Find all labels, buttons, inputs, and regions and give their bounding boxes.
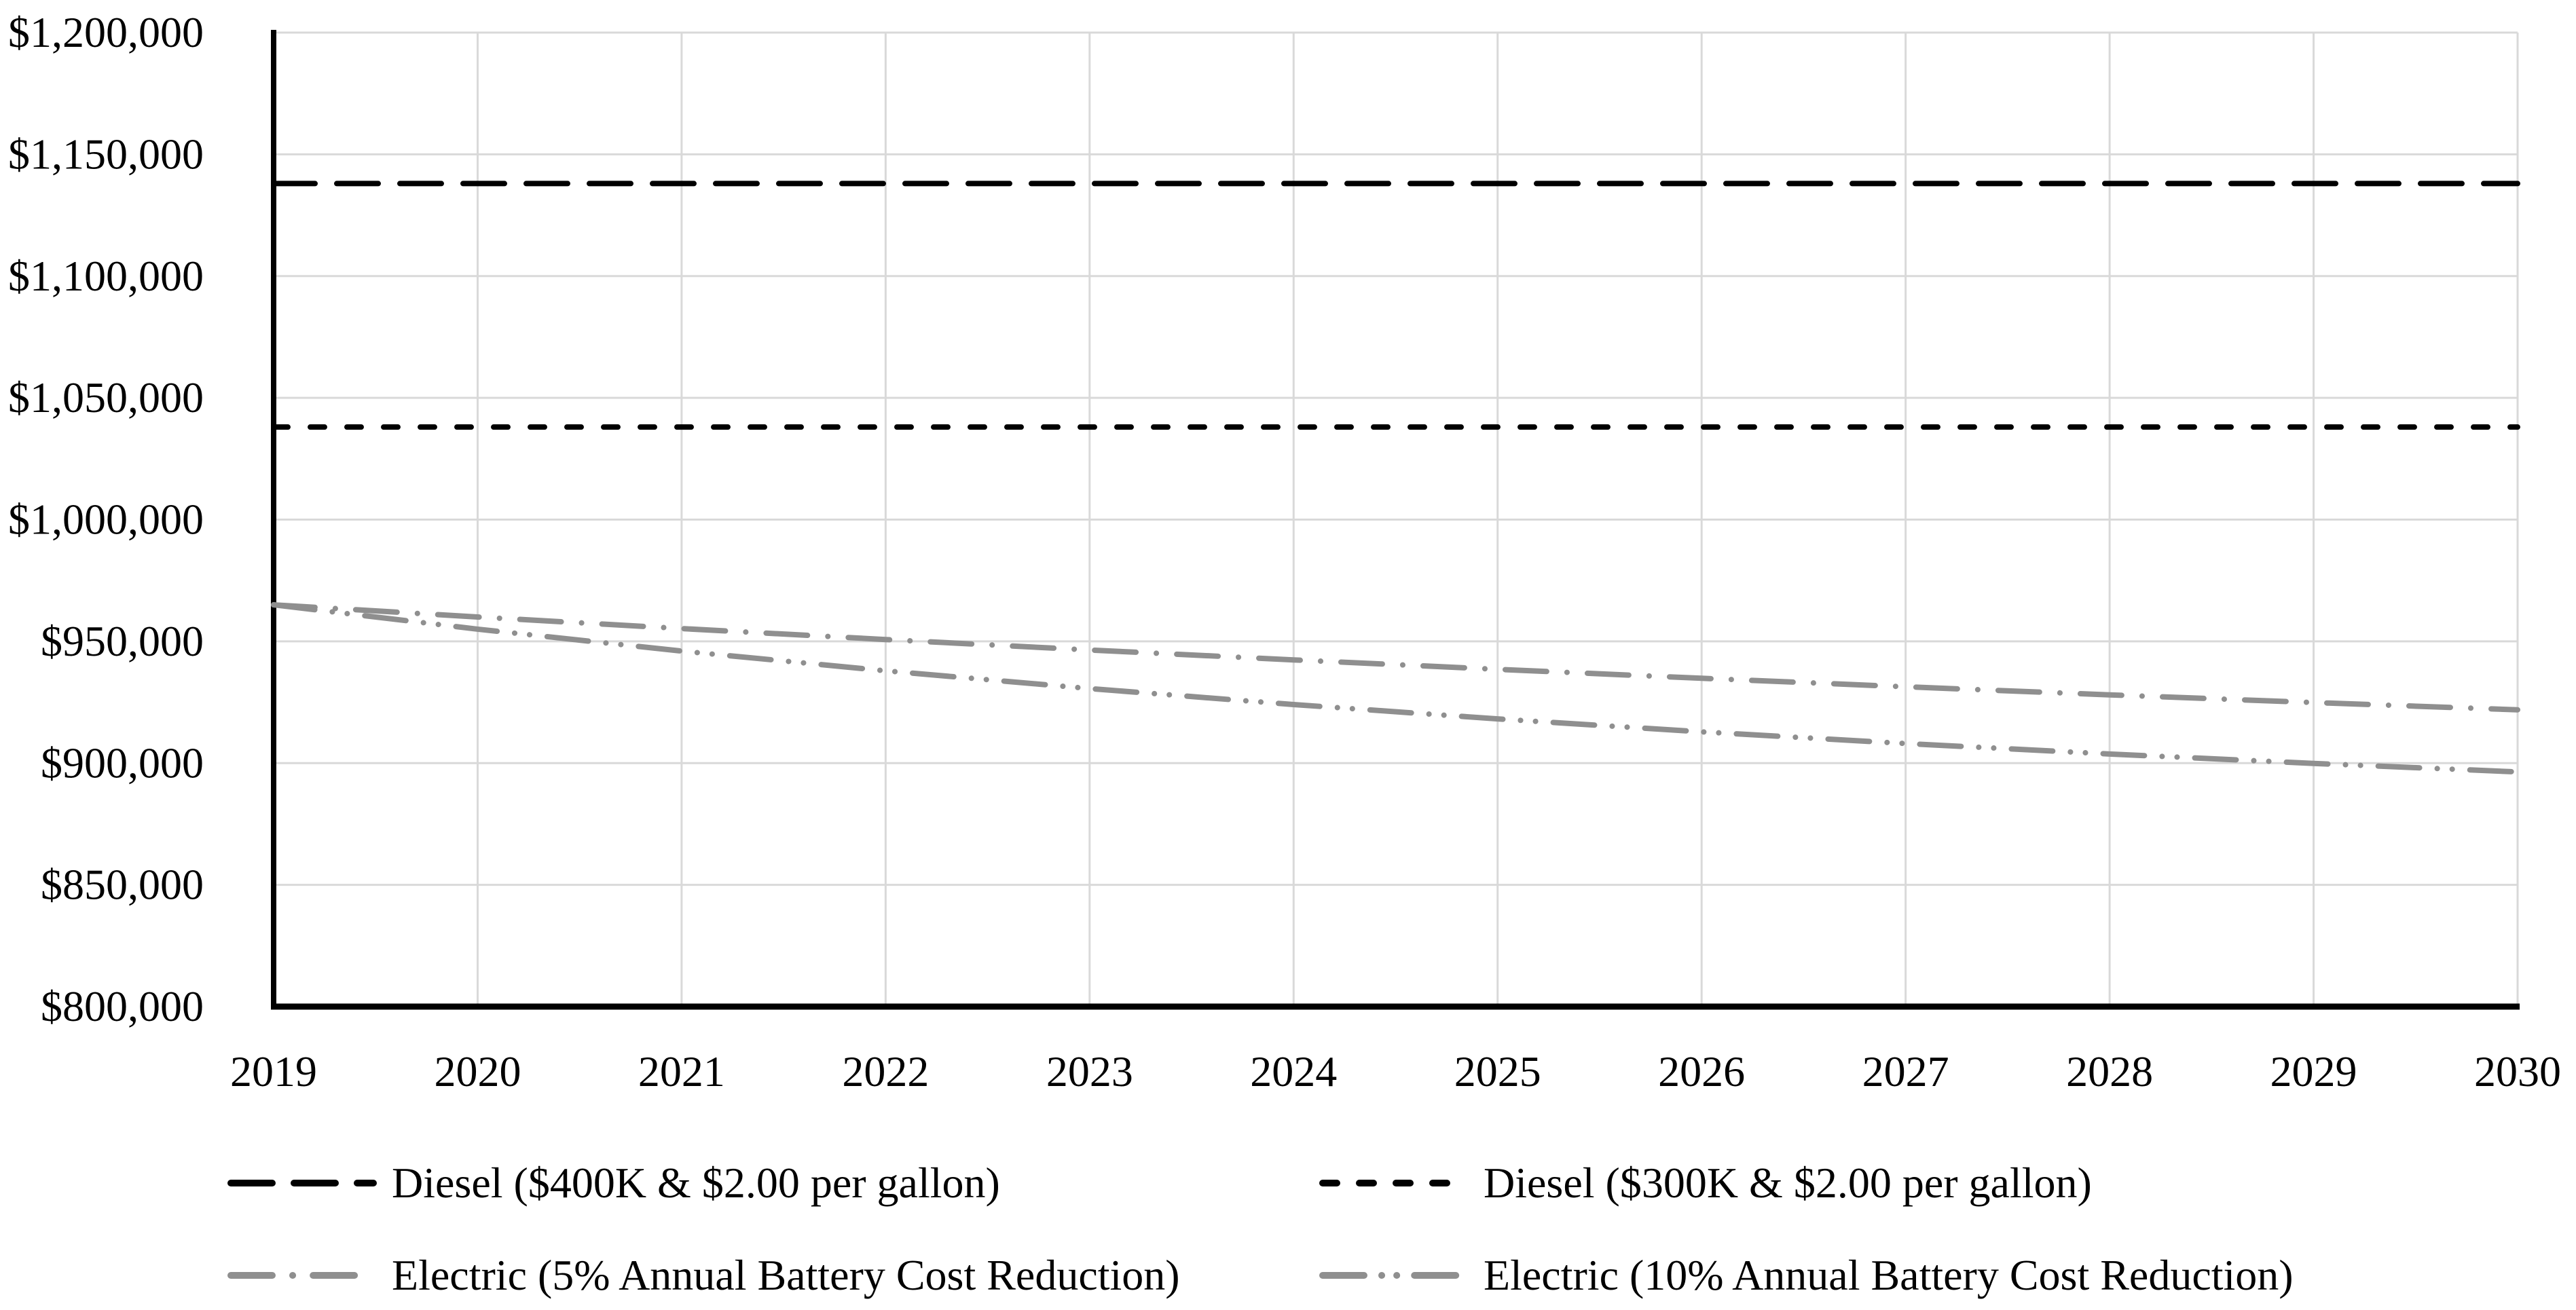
y-axis-tick-label: $1,200,000 (8, 8, 204, 56)
x-axis-tick-label: 2029 (2270, 1047, 2357, 1096)
x-axis-tick-label: 2019 (230, 1047, 317, 1096)
y-axis-tick-label: $1,000,000 (8, 495, 204, 544)
legend-item-diesel-300k: Diesel ($300K & $2.00 per gallon) (1319, 1159, 2092, 1207)
legend-item-electric-5pct: Electric (5% Annual Battery Cost Reducti… (227, 1251, 1180, 1299)
x-axis-tick-label: 2022 (842, 1047, 929, 1096)
x-axis-tick-label: 2028 (2066, 1047, 2153, 1096)
x-axis-tick-label: 2025 (1454, 1047, 1541, 1096)
legend-label-diesel-400k: Diesel ($400K & $2.00 per gallon) (392, 1159, 1000, 1207)
y-axis-tick-label: $1,100,000 (8, 252, 204, 300)
y-axis-tick-label: $900,000 (41, 738, 204, 787)
x-axis-tick-label: 2026 (1658, 1047, 1745, 1096)
series-line-electric-10pct (271, 602, 2520, 775)
legend-item-electric-10pct: Electric (10% Annual Battery Cost Reduct… (1319, 1251, 2294, 1299)
y-axis-tick-label: $1,150,000 (8, 130, 204, 178)
legend-label-electric-10pct: Electric (10% Annual Battery Cost Reduct… (1484, 1251, 2294, 1299)
series-line-electric-5pct (271, 602, 2520, 713)
y-axis-tick-label: $800,000 (41, 982, 204, 1030)
legend-label-diesel-300k: Diesel ($300K & $2.00 per gallon) (1484, 1159, 2092, 1207)
x-axis-tick-label: 2021 (638, 1047, 725, 1096)
legend-label-electric-5pct: Electric (5% Annual Battery Cost Reducti… (392, 1251, 1180, 1299)
x-axis-tick-label: 2027 (1862, 1047, 1949, 1096)
x-axis-tick-label: 2020 (434, 1047, 521, 1096)
y-axis-tick-label: $950,000 (41, 617, 204, 665)
x-axis-tick-label: 2030 (2474, 1047, 2561, 1096)
y-axis-tick-label: $850,000 (41, 861, 204, 909)
legend-item-diesel-400k: Diesel ($400K & $2.00 per gallon) (227, 1159, 1000, 1207)
x-axis-tick-label: 2024 (1250, 1047, 1337, 1096)
x-axis-tick-label: 2023 (1046, 1047, 1133, 1096)
y-axis-tick-label: $1,050,000 (8, 373, 204, 422)
